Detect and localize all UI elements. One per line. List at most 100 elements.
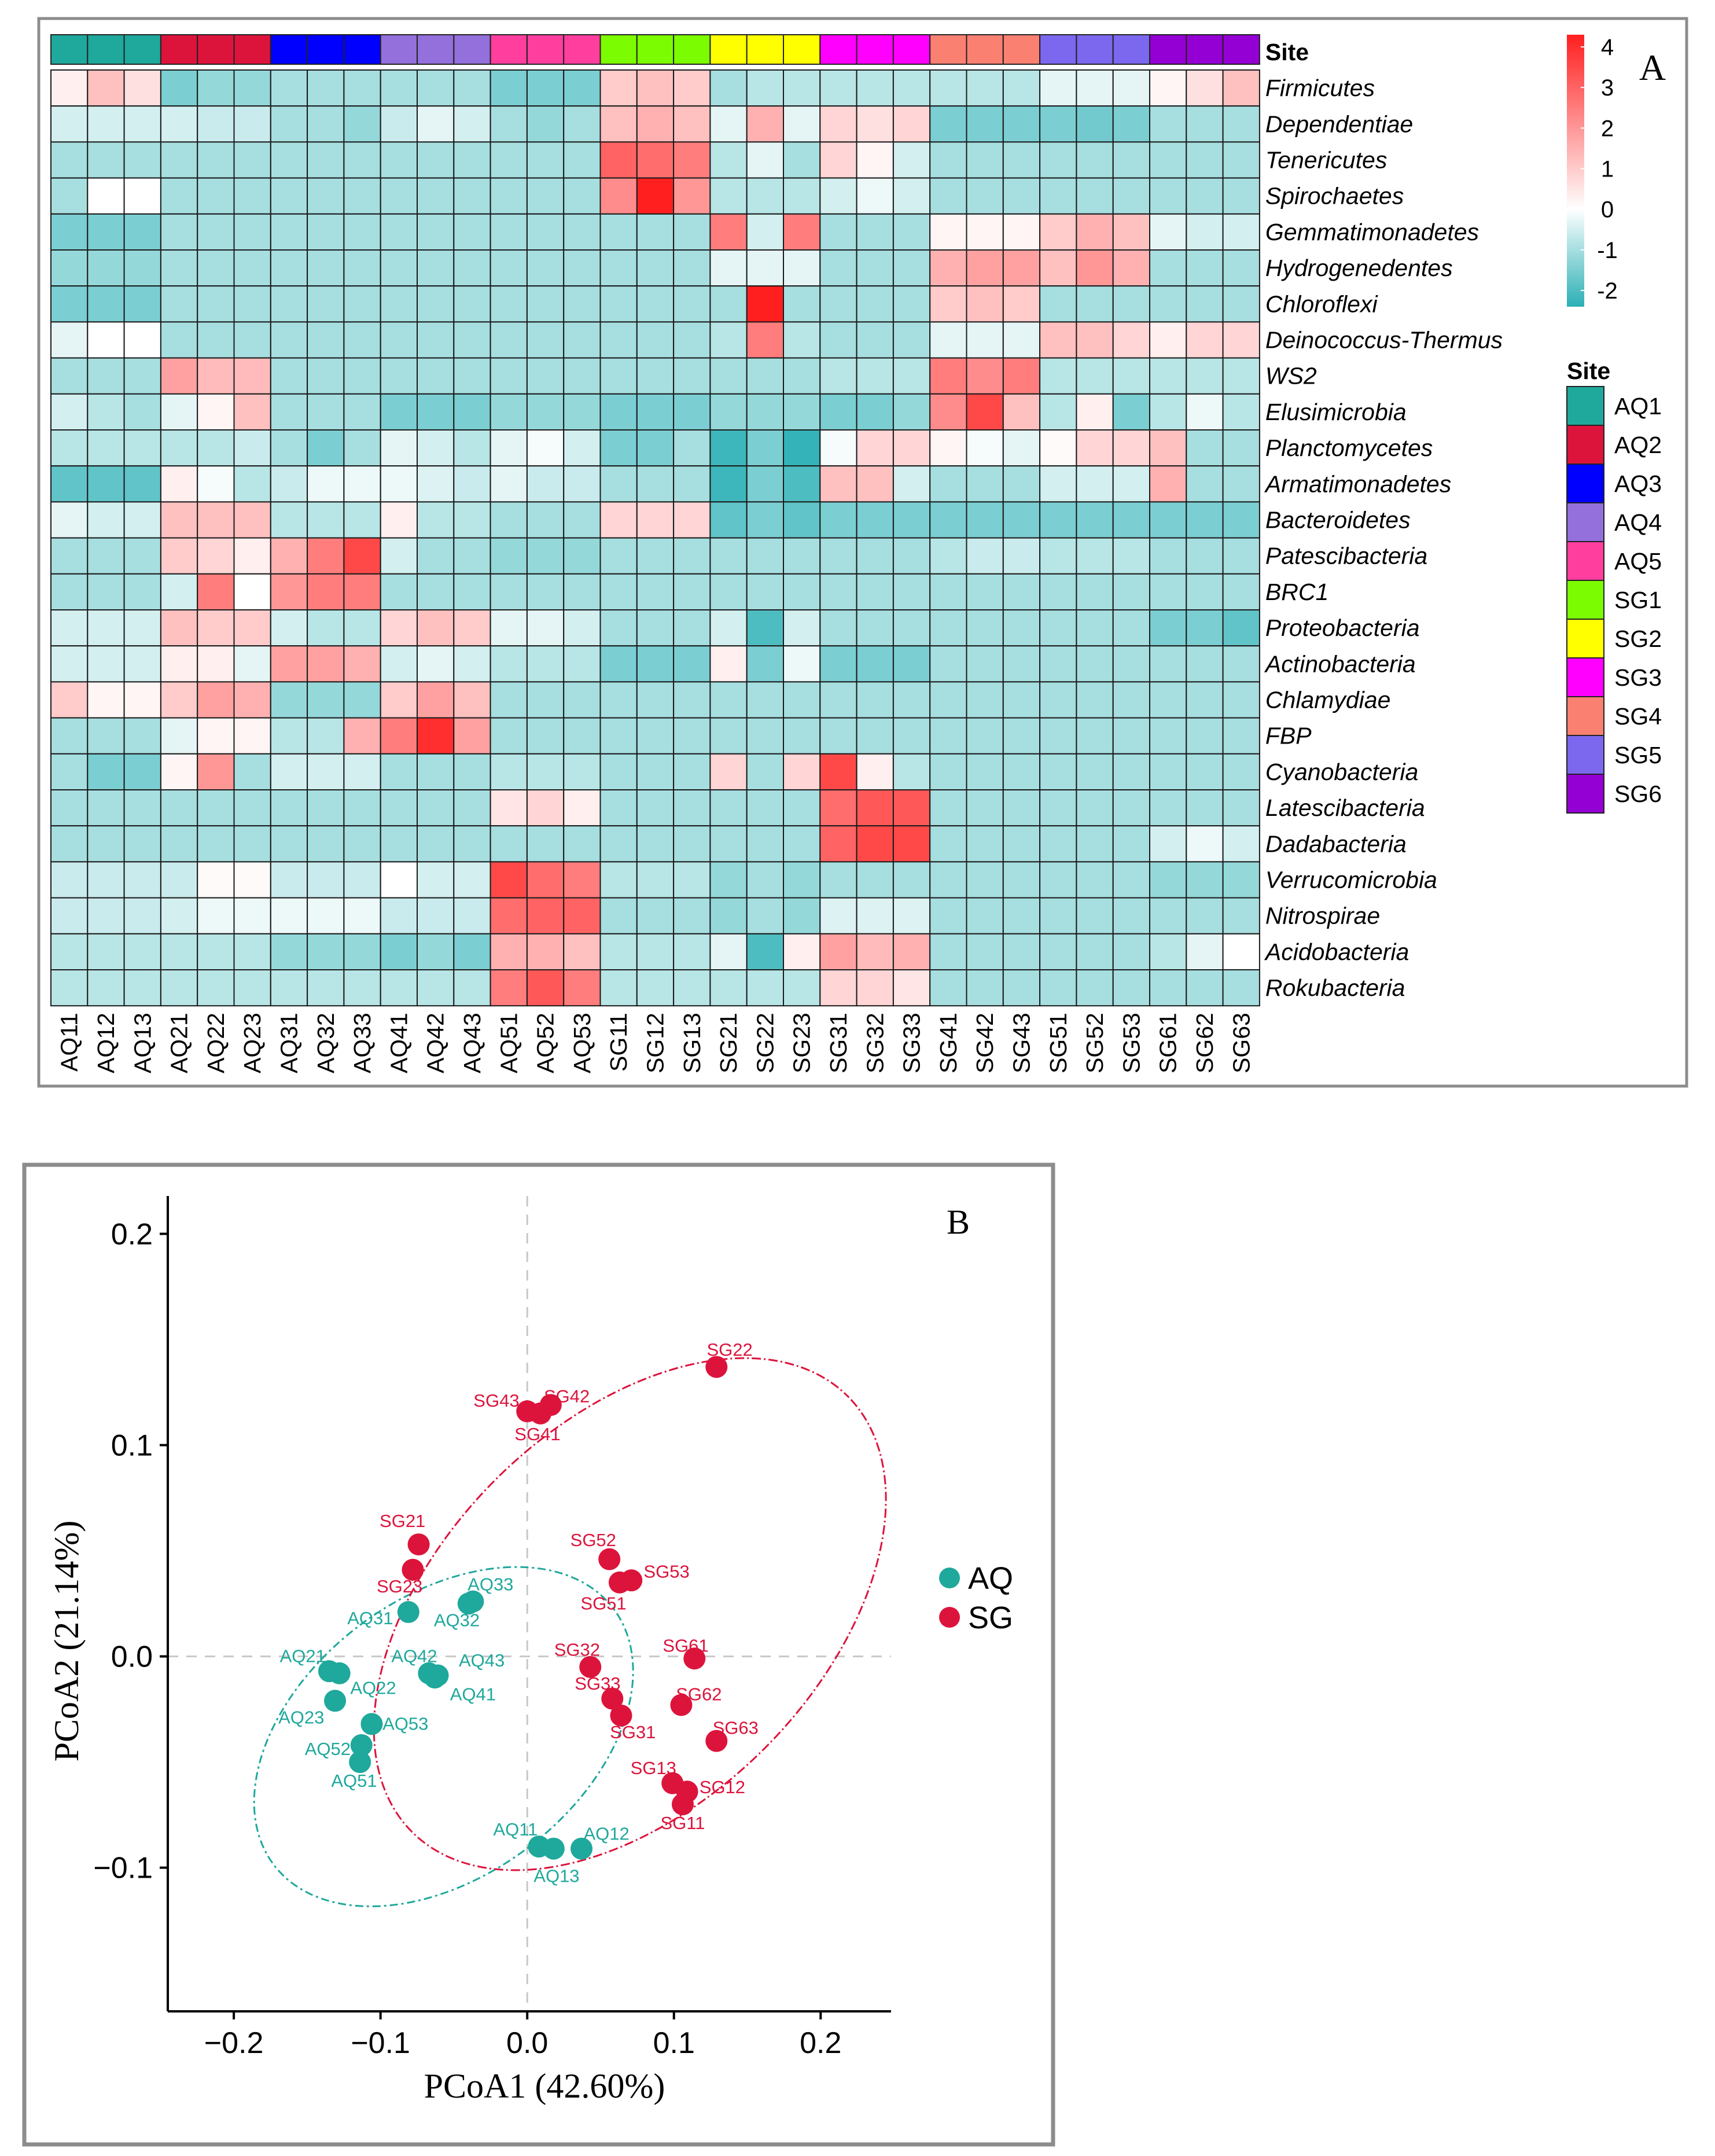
heatmap-cell [270, 753, 308, 791]
site-annotation-cell [417, 34, 455, 65]
row-label: Deinococcus-Thermus [1265, 327, 1503, 354]
heatmap-cell [563, 465, 601, 503]
heatmap-cell [123, 717, 161, 755]
column-label: SG52 [1081, 1013, 1108, 1073]
column-label: AQ11 [56, 1013, 83, 1072]
heatmap-cell [233, 645, 271, 683]
heatmap-cell [1112, 285, 1150, 323]
heatmap-cell [892, 789, 931, 827]
heatmap-cell [417, 357, 455, 395]
heatmap-cell [1112, 717, 1150, 755]
column-label: SG22 [752, 1013, 778, 1073]
heatmap-cell [929, 393, 967, 431]
site-annotation-cell [1076, 34, 1114, 65]
heatmap-cell [636, 825, 675, 863]
point-sg61 [683, 1647, 706, 1670]
heatmap-cell [1186, 825, 1224, 863]
heatmap-cell [1039, 357, 1077, 395]
heatmap-cell [380, 357, 418, 395]
column-label: AQ51 [495, 1013, 522, 1073]
heatmap-cell [1149, 429, 1187, 467]
site-annotation-cell [783, 34, 821, 65]
heatmap-cell [856, 465, 894, 503]
heatmap-cell [307, 501, 345, 539]
heatmap-cell [1149, 213, 1187, 251]
heatmap-cell [819, 609, 858, 647]
heatmap-cell [417, 213, 455, 251]
heatmap-cell [453, 249, 491, 287]
heatmap-cell [343, 933, 381, 971]
heatmap-cell [307, 609, 345, 647]
heatmap-cell [1222, 933, 1260, 971]
heatmap-cell [270, 645, 308, 683]
heatmap-cell [343, 753, 381, 791]
heatmap-cell [636, 681, 675, 719]
heatmap-cell [599, 897, 638, 934]
heatmap-cell [50, 321, 89, 359]
site-annotation-cell [87, 34, 125, 65]
heatmap-cell [1186, 69, 1224, 107]
heatmap-cell [160, 897, 198, 934]
heatmap-cell [526, 717, 565, 755]
heatmap-cell [307, 969, 345, 1007]
heatmap-cell [1039, 609, 1077, 647]
heatmap-cell [160, 429, 198, 467]
heatmap-cell [819, 285, 858, 323]
column-label: SG12 [642, 1013, 668, 1073]
heatmap-cell [599, 105, 638, 143]
heatmap-cell [50, 969, 89, 1007]
color-scale-tick-label: 1 [1601, 156, 1614, 182]
heatmap-cell [966, 645, 1004, 683]
heatmap-cell [270, 825, 308, 863]
heatmap-cell [709, 717, 748, 755]
column-label: AQ12 [93, 1013, 119, 1073]
row-label: Bacteroidetes [1265, 507, 1411, 534]
heatmap-cell [783, 825, 821, 863]
heatmap-cell [929, 69, 967, 107]
heatmap-cell [307, 69, 345, 107]
heatmap-cell [343, 393, 381, 431]
column-label: AQ32 [312, 1013, 339, 1073]
site-annotation-cell [563, 34, 601, 65]
heatmap-cell [1112, 213, 1150, 251]
heatmap-cell [453, 897, 491, 934]
row-label: Patescibacteria [1265, 543, 1427, 569]
point-sg62 [670, 1694, 693, 1716]
heatmap-cell [197, 69, 235, 107]
heatmap-cell [526, 321, 565, 359]
heatmap-cell [966, 429, 1004, 467]
heatmap-cell [380, 753, 418, 791]
heatmap-cell [123, 393, 161, 431]
heatmap-cell [1186, 357, 1224, 395]
heatmap-cell [1112, 969, 1150, 1007]
heatmap-cell [307, 177, 345, 215]
heatmap-cell [50, 357, 89, 395]
site-legend-label: AQ4 [1614, 509, 1662, 536]
heatmap-cell [1186, 465, 1224, 503]
heatmap-cell [1076, 645, 1114, 683]
heatmap-cell [490, 933, 528, 971]
x-tick-label: −0.2 [204, 2026, 264, 2060]
heatmap-cell [380, 141, 418, 179]
heatmap-cell [819, 573, 858, 610]
heatmap-cell [563, 933, 601, 971]
heatmap-cell [1002, 357, 1041, 395]
point-aq31 [397, 1601, 419, 1623]
point-label: SG43 [473, 1390, 519, 1411]
heatmap-cell [270, 717, 308, 755]
heatmap-cell [1002, 321, 1041, 359]
point-sg23 [402, 1558, 424, 1581]
heatmap-cell [490, 645, 528, 683]
panel-b-label: B [947, 1203, 970, 1241]
heatmap-cell [343, 717, 381, 755]
heatmap-cell [197, 501, 235, 539]
point-label: AQ52 [305, 1739, 351, 1759]
heatmap-cell [417, 681, 455, 719]
heatmap-cell [746, 429, 784, 467]
heatmap-cell [123, 429, 161, 467]
point-aq22 [328, 1662, 351, 1684]
heatmap-cell [746, 645, 784, 683]
heatmap-cell [673, 609, 711, 647]
column-label: SG41 [935, 1013, 962, 1073]
point-label: SG53 [643, 1562, 689, 1582]
